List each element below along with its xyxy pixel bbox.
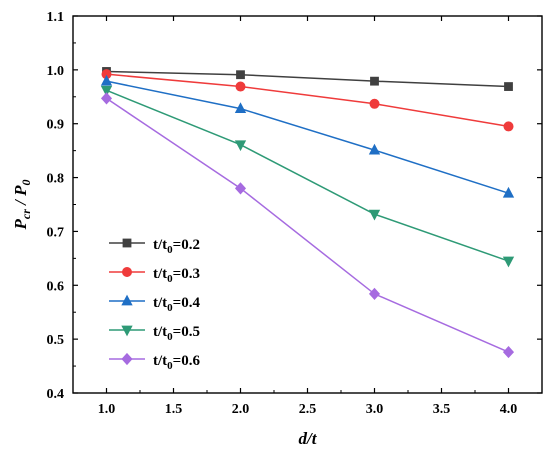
marker-square	[370, 76, 379, 86]
y-tick-label: 0.8	[47, 172, 65, 187]
marker-triangle-down	[234, 140, 247, 152]
marker-circle	[235, 81, 246, 92]
x-tick-label: 2.0	[232, 402, 250, 417]
marker-diamond	[121, 352, 133, 366]
marker-triangle-down	[121, 325, 133, 337]
x-axis-title: d/t	[299, 429, 318, 448]
marker-triangle-up	[502, 186, 515, 198]
marker-diamond	[502, 345, 515, 359]
y-tick-label: 0.9	[47, 118, 65, 133]
series-line	[106, 80, 509, 194]
series-line	[106, 73, 509, 128]
y-tick-label: 0.4	[47, 387, 65, 402]
marker-triangle-up	[121, 294, 133, 306]
x-tick-label: 2.5	[299, 402, 317, 417]
y-tick-label: 0.5	[47, 333, 65, 348]
series-line	[106, 89, 509, 262]
marker-triangle-up	[100, 74, 113, 86]
y-tick-label: 0.6	[47, 279, 65, 294]
legend-label: t/t0=0.2	[153, 237, 200, 256]
axes: 1.0 1.5 2.0 2.5 3.0 3.5 4.0 0.4 0.5 0.6 0.7 0.8 0.9 1…	[11, 10, 543, 448]
legend-label: t/t0=0.5	[153, 324, 200, 343]
series-2	[100, 74, 515, 198]
legend-item-1: t/t0=0.3	[109, 266, 200, 285]
marker-triangle-down	[368, 209, 381, 221]
x-tick-label: 1.0	[98, 402, 116, 417]
marker-circle	[503, 121, 514, 132]
y-tick-label: 1.1	[47, 10, 65, 25]
series-3	[100, 85, 515, 268]
marker-triangle-down	[100, 85, 113, 97]
x-tick-label: 3.0	[366, 402, 384, 417]
y-axis-title: Pcr / P0	[11, 179, 33, 230]
marker-diamond	[234, 182, 247, 195]
legend-label: t/t0=0.6	[153, 353, 200, 372]
legend: t/t0=0.2 t/t0=0.3 t/t0=0.4 t/t0=0.5 t/t0=0.6	[109, 237, 200, 372]
legend-label: t/t0=0.4	[153, 295, 200, 314]
marker-circle	[369, 98, 380, 109]
series-4	[100, 92, 515, 359]
marker-diamond	[368, 287, 381, 300]
legend-item-4: t/t0=0.6	[109, 352, 200, 372]
legend-item-0: t/t0=0.2	[109, 237, 200, 256]
marker-square	[236, 70, 245, 80]
marker-square	[504, 82, 513, 91]
legend-label: t/t0=0.3	[153, 266, 200, 285]
x-tick-label: 4.0	[500, 402, 518, 417]
legend-item-2: t/t0=0.4	[109, 294, 200, 314]
marker-diamond	[100, 92, 113, 105]
y-tick-label: 0.7	[47, 225, 65, 240]
series-line	[106, 70, 509, 88]
y-tick-label: 1.0	[47, 64, 65, 79]
marker-triangle-up	[368, 143, 381, 155]
x-tick-label: 3.5	[433, 402, 451, 417]
marker-circle	[122, 266, 133, 277]
marker-triangle-up	[234, 102, 247, 114]
series-layer	[100, 67, 515, 359]
series-1	[101, 69, 514, 132]
legend-item-3: t/t0=0.5	[109, 324, 200, 343]
marker-triangle-down	[502, 256, 515, 268]
x-tick-label: 1.5	[165, 402, 183, 417]
marker-square	[122, 238, 132, 248]
series-line	[106, 97, 509, 353]
